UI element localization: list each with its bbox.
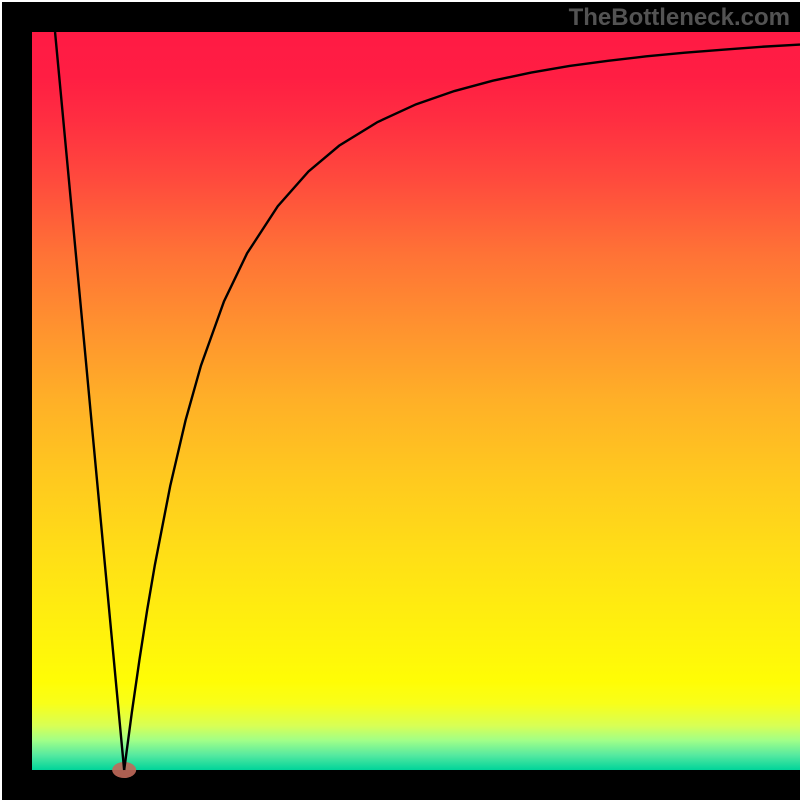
watermark-text: TheBottleneck.com bbox=[569, 4, 790, 32]
chart-svg bbox=[0, 0, 800, 800]
bottleneck-chart: TheBottleneck.com bbox=[0, 0, 800, 800]
gradient-background bbox=[32, 32, 800, 770]
